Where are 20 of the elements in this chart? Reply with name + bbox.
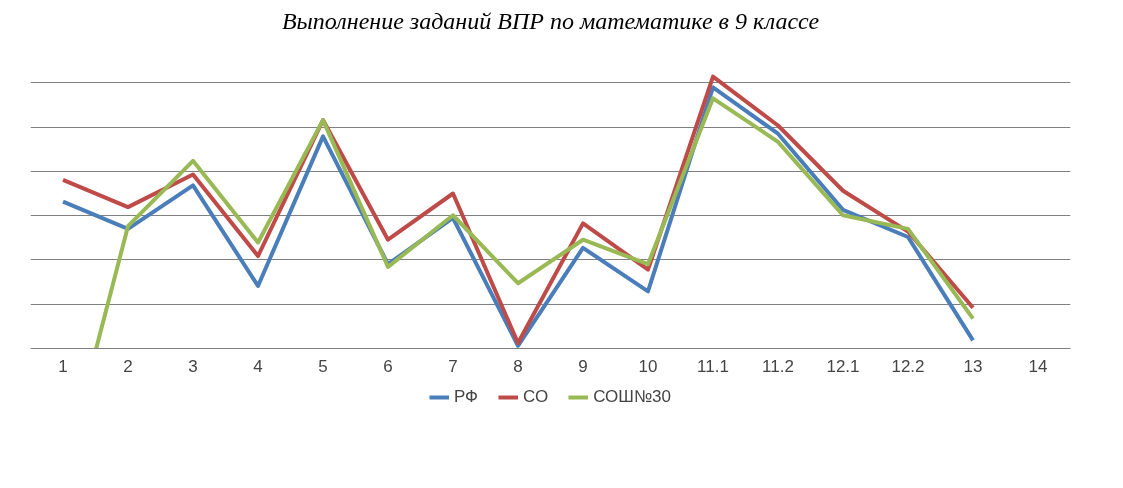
x-tick-label: 13: [963, 356, 983, 376]
chart-title: Выполнение заданий ВПР по математике в 9 классе: [281, 7, 820, 34]
x-tick-label: 14: [1028, 356, 1048, 376]
x-tick-label: 6: [383, 356, 393, 376]
x-tick-label: 7: [448, 356, 458, 376]
x-tick-label: 11.1: [697, 356, 729, 376]
x-tick-label: 10: [638, 356, 658, 376]
x-tick-label: 2: [123, 356, 133, 376]
x-tick-label: 12.1: [826, 356, 860, 376]
x-tick-label: 4: [253, 356, 263, 376]
legend-label: СОШ№30: [593, 386, 672, 407]
x-tick-label: 11.2: [762, 356, 794, 376]
x-tick-label: 8: [513, 356, 523, 376]
x-tick-label: 9: [578, 356, 588, 376]
x-tick-label: 12.2: [891, 356, 925, 376]
x-tick-label: 3: [188, 356, 198, 376]
legend-label: СО: [523, 386, 549, 407]
x-tick-label: 1: [58, 356, 68, 376]
legend-label: РФ: [453, 386, 479, 407]
x-tick-label: 5: [318, 356, 328, 376]
